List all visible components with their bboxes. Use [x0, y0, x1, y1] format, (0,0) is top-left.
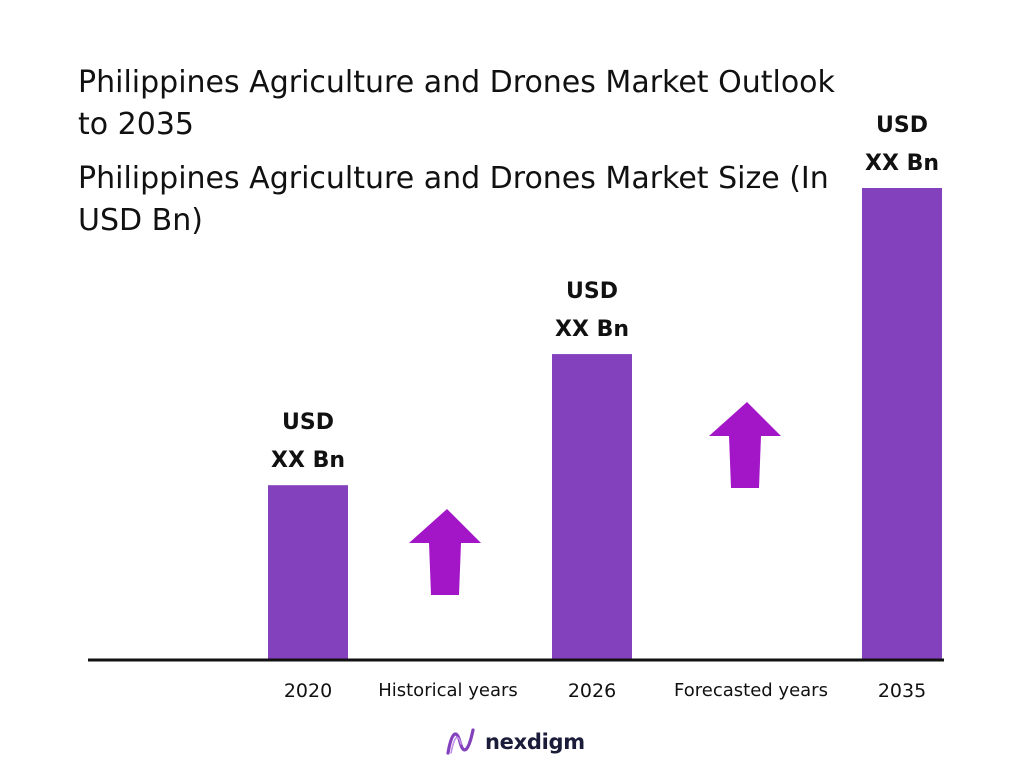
- bar-value-label-line2: XX Bn: [555, 317, 629, 342]
- bar-2035: [862, 188, 942, 660]
- nexdigm-logo-icon: [446, 728, 475, 755]
- period-label: Forecasted years: [674, 680, 828, 701]
- period-label: Historical years: [378, 680, 518, 701]
- brand-name: nexdigm: [485, 730, 585, 754]
- bar-2020: [268, 485, 348, 660]
- bar-value-label-line1: USD: [876, 113, 928, 138]
- brand-logo: nexdigm: [445, 724, 585, 760]
- x-tick-label: 2020: [284, 680, 332, 702]
- chart-subtitle: Philippines Agriculture and Drones Marke…: [78, 161, 829, 238]
- bar-value-label-line2: XX Bn: [271, 448, 345, 473]
- x-tick-label: 2035: [878, 680, 926, 702]
- x-tick-label: 2026: [568, 680, 616, 702]
- bar-value-label-line2: XX Bn: [865, 151, 939, 176]
- growth-arrow-icon: [409, 509, 481, 595]
- growth-arrow-icon: [709, 402, 781, 488]
- bar-value-label-line1: USD: [282, 410, 334, 435]
- bar-2026: [552, 354, 632, 660]
- bar-value-label-line1: USD: [566, 279, 618, 304]
- chart-title: Philippines Agriculture and Drones Marke…: [78, 65, 835, 142]
